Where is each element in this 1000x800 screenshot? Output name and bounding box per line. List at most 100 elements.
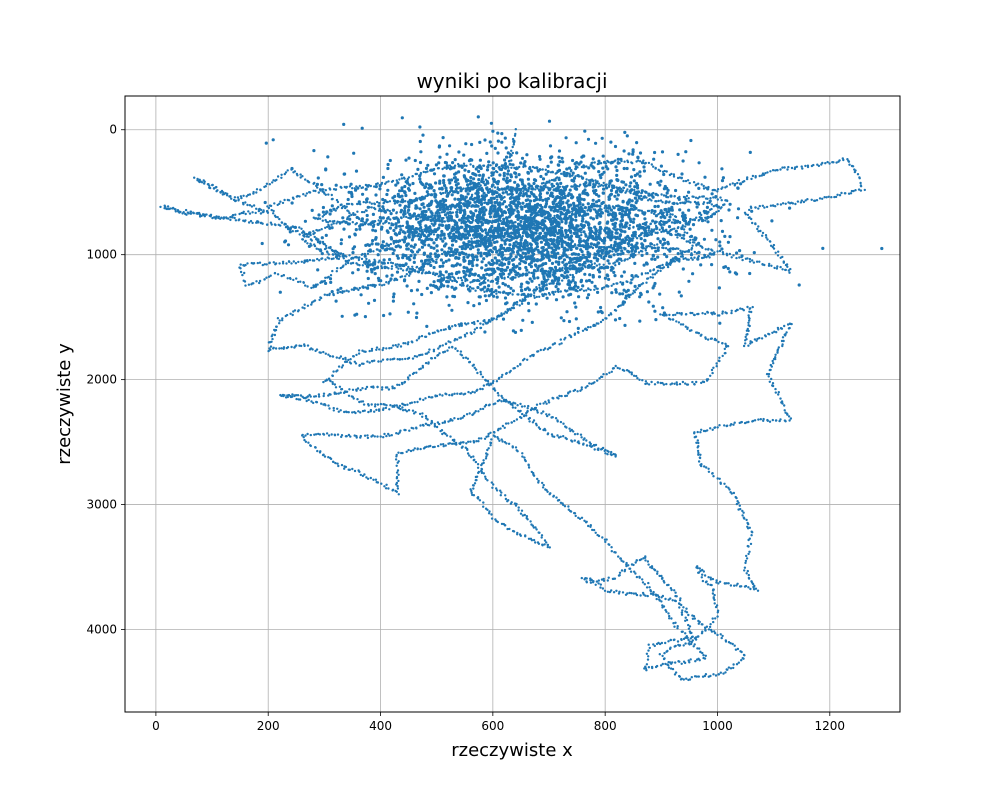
data-point — [601, 375, 604, 379]
data-point — [305, 192, 309, 195]
data-point — [358, 470, 361, 473]
data-point — [576, 432, 579, 436]
data-point — [436, 167, 440, 170]
data-point — [532, 419, 536, 422]
data-point — [304, 284, 307, 287]
data-point — [799, 201, 803, 204]
data-point — [661, 381, 664, 385]
data-point — [659, 269, 662, 273]
data-point — [455, 338, 459, 341]
data-point — [554, 417, 558, 420]
data-point — [686, 179, 690, 182]
data-point — [391, 488, 395, 491]
data-point — [479, 373, 483, 376]
data-point — [377, 209, 381, 212]
data-point — [165, 207, 169, 211]
data-point — [231, 216, 234, 219]
data-point — [282, 394, 285, 398]
data-point — [303, 231, 306, 234]
data-point — [321, 215, 324, 218]
data-point — [534, 541, 537, 544]
data-point — [610, 589, 613, 592]
data-point — [482, 323, 485, 326]
data-point — [806, 198, 809, 201]
data-point — [793, 167, 796, 171]
data-point — [451, 345, 454, 349]
data-point — [669, 646, 672, 649]
data-point — [674, 313, 677, 316]
data-point — [442, 351, 445, 354]
data-point — [685, 635, 688, 638]
data-point — [826, 160, 829, 164]
data-point — [607, 314, 611, 317]
data-point — [219, 217, 222, 220]
data-point — [431, 272, 435, 276]
data-point — [326, 251, 329, 254]
data-point — [280, 347, 283, 350]
data-point — [784, 268, 787, 272]
data-point — [301, 395, 304, 398]
data-point — [700, 183, 703, 186]
data-point — [310, 400, 313, 403]
data-point — [551, 343, 555, 346]
data-point — [559, 338, 562, 341]
data-point — [347, 433, 351, 437]
data-point — [244, 201, 247, 204]
data-point — [720, 199, 723, 202]
data-point — [670, 221, 674, 224]
data-point — [783, 419, 787, 422]
data-point — [639, 594, 642, 597]
data-point — [340, 206, 344, 210]
data-point — [259, 188, 262, 192]
data-point — [312, 216, 315, 219]
data-point — [556, 419, 559, 422]
data-point — [316, 283, 319, 286]
data-point — [471, 413, 474, 417]
data-point — [484, 457, 488, 460]
data-point — [758, 174, 761, 178]
data-point — [324, 352, 327, 355]
data-point — [747, 522, 750, 526]
data-point — [344, 435, 348, 438]
data-point — [360, 257, 364, 261]
data-point — [319, 296, 323, 300]
data-point — [292, 260, 295, 263]
data-point — [339, 286, 343, 290]
data-point — [306, 304, 310, 307]
data-point — [267, 206, 271, 210]
data-point — [550, 433, 554, 436]
data-point — [617, 555, 620, 558]
data-point — [710, 207, 713, 211]
data-point — [270, 208, 273, 212]
data-point — [570, 261, 574, 264]
data-point — [433, 425, 437, 428]
data-point — [298, 233, 301, 236]
data-point — [372, 298, 377, 302]
data-point — [420, 334, 424, 338]
data-point — [611, 577, 615, 581]
data-point — [616, 282, 619, 285]
data-point — [484, 178, 488, 181]
data-point — [203, 213, 206, 216]
data-point — [472, 321, 476, 324]
data-point — [594, 531, 597, 534]
data-point — [353, 360, 356, 363]
data-point — [475, 440, 478, 443]
data-point — [662, 194, 666, 197]
data-point — [504, 494, 507, 497]
data-point — [585, 520, 588, 523]
data-point — [707, 467, 710, 470]
data-point — [697, 460, 701, 463]
data-point — [785, 331, 788, 334]
data-point — [678, 599, 682, 602]
data-point — [646, 277, 649, 280]
data-point — [365, 476, 368, 479]
data-point — [747, 321, 750, 324]
data-point — [248, 204, 252, 207]
data-point — [495, 318, 498, 321]
data-point — [680, 613, 684, 616]
data-point — [510, 421, 513, 424]
data-point — [476, 115, 480, 119]
data-point — [450, 442, 454, 445]
data-point — [490, 517, 494, 520]
